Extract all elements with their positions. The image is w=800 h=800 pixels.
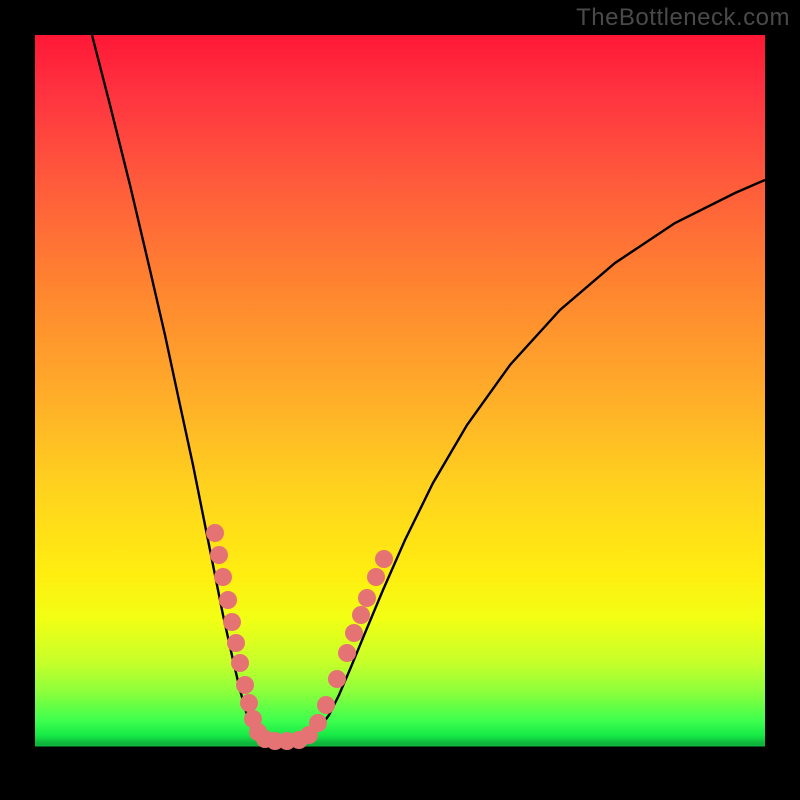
curve-layer xyxy=(35,35,765,765)
plot-frame xyxy=(35,35,765,765)
attribution-label: TheBottleneck.com xyxy=(576,4,790,32)
marker-group xyxy=(206,524,393,750)
data-marker xyxy=(227,634,245,652)
data-marker xyxy=(352,606,370,624)
data-marker xyxy=(206,524,224,542)
data-marker xyxy=(219,591,237,609)
data-marker xyxy=(345,624,363,642)
data-marker xyxy=(231,654,249,672)
data-marker xyxy=(338,644,356,662)
data-marker xyxy=(236,676,254,694)
data-marker xyxy=(214,568,232,586)
data-marker xyxy=(240,694,258,712)
data-marker xyxy=(210,546,228,564)
data-marker xyxy=(317,696,335,714)
data-marker xyxy=(358,589,376,607)
data-marker xyxy=(309,714,327,732)
data-marker xyxy=(367,568,385,586)
data-marker xyxy=(223,613,241,631)
data-marker xyxy=(375,550,393,568)
data-marker xyxy=(328,670,346,688)
chart-container: TheBottleneck.com xyxy=(0,0,800,800)
bottleneck-curve xyxy=(92,35,765,741)
